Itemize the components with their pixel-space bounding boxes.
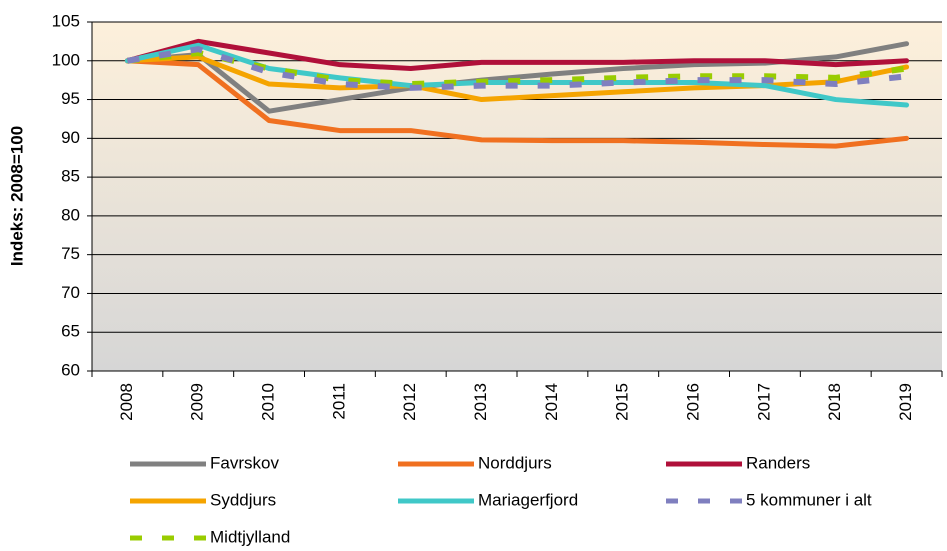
legend-label: Norddjurs xyxy=(478,453,552,472)
y-tick-label: 70 xyxy=(61,283,80,302)
y-tick-label: 100 xyxy=(52,50,80,69)
x-tick-label: 2011 xyxy=(329,383,348,420)
x-tick-label: 2012 xyxy=(400,383,419,421)
y-tick-label: 90 xyxy=(61,128,80,147)
y-tick-label: 75 xyxy=(61,244,80,263)
x-tick-label: 2017 xyxy=(754,383,773,421)
x-tick-label: 2018 xyxy=(825,383,844,421)
x-tick-label: 2008 xyxy=(117,383,136,421)
legend-label: 5 kommuner i alt xyxy=(746,490,872,509)
legend-label: Randers xyxy=(746,453,810,472)
legend-label: Mariagerfjord xyxy=(478,490,578,509)
series-line xyxy=(124,58,910,149)
legend-label: Midtjylland xyxy=(210,527,290,546)
y-axis-label: Indeks: 2008=100 xyxy=(7,126,26,266)
x-tick-label: 2016 xyxy=(684,383,703,421)
x-tick-label: 2015 xyxy=(613,383,632,421)
x-tick-label: 2010 xyxy=(259,383,278,421)
x-tick-label: 2009 xyxy=(188,383,207,421)
x-tick-label: 2019 xyxy=(896,383,915,421)
series-line xyxy=(124,38,910,72)
y-tick-label: 85 xyxy=(61,167,80,186)
series-line xyxy=(124,54,910,103)
legend-label: Favrskov xyxy=(210,453,279,472)
y-tick-label: 105 xyxy=(52,11,80,30)
x-tick-label: 2014 xyxy=(542,383,561,421)
y-tick-label: 80 xyxy=(61,205,80,224)
y-tick-label: 60 xyxy=(61,360,80,379)
y-tick-label: 95 xyxy=(61,89,80,108)
y-tick-label: 65 xyxy=(61,322,80,341)
series-line xyxy=(126,46,907,91)
x-tick-label: 2013 xyxy=(471,383,490,421)
legend-label: Syddjurs xyxy=(210,490,276,509)
